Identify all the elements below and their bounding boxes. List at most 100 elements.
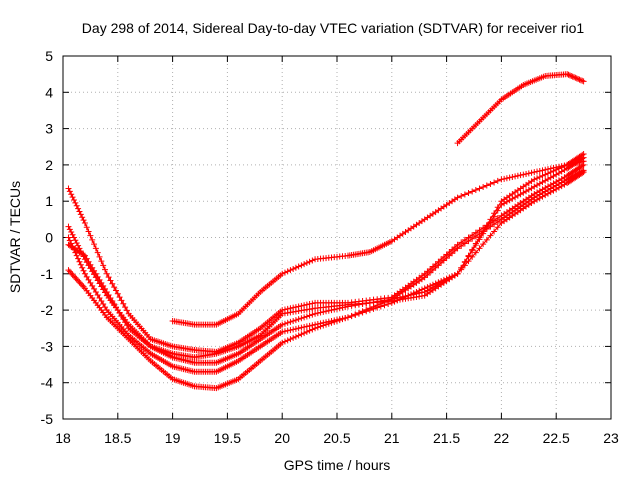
data-point-plus xyxy=(454,194,461,201)
data-point-plus xyxy=(114,290,121,297)
data-point-plus xyxy=(325,320,332,327)
y-tick-label: 0 xyxy=(45,230,53,246)
data-point-plus xyxy=(284,327,291,334)
y-tick-label: -4 xyxy=(41,375,54,391)
data-point-plus xyxy=(547,174,554,181)
data-point-plus xyxy=(92,245,99,252)
data-point-plus xyxy=(100,301,107,308)
data-point-plus xyxy=(536,167,543,174)
series-arc-7 xyxy=(454,71,587,147)
data-point-plus xyxy=(284,319,291,326)
data-point-plus xyxy=(68,229,75,236)
y-tick-label: 1 xyxy=(45,193,53,209)
data-point-plus xyxy=(105,274,112,281)
data-point-plus xyxy=(100,262,107,269)
data-point-plus xyxy=(487,232,494,239)
y-tick-label: 2 xyxy=(45,157,53,173)
data-point-plus xyxy=(281,328,288,335)
data-point-plus xyxy=(109,280,116,287)
data-point-plus xyxy=(279,321,286,328)
data-point-plus xyxy=(284,337,291,344)
data-point-plus xyxy=(279,328,286,335)
x-tick-label: 22 xyxy=(494,430,510,446)
data-point-plus xyxy=(72,199,79,206)
data-point-plus xyxy=(487,216,494,223)
data-point-plus xyxy=(102,266,109,273)
data-point-plus xyxy=(100,282,107,289)
data-point-plus xyxy=(89,236,96,243)
data-point-plus xyxy=(339,316,346,323)
data-point-plus xyxy=(306,301,313,308)
data-point-plus xyxy=(491,179,498,186)
data-point-plus xyxy=(290,326,297,333)
data-point-plus xyxy=(523,170,530,177)
data-point-plus xyxy=(303,259,310,266)
data-point-plus xyxy=(534,175,541,182)
data-point-plus xyxy=(491,228,498,235)
data-point-plus xyxy=(303,313,310,320)
data-point-plus xyxy=(102,285,109,292)
data-point-plus xyxy=(83,224,90,231)
data-point-plus xyxy=(116,294,123,301)
data-point-plus xyxy=(580,158,587,165)
data-point-plus xyxy=(531,183,538,190)
data-point-plus xyxy=(107,277,114,284)
data-point-plus xyxy=(290,265,297,272)
x-tick-label: 23 xyxy=(603,430,619,446)
data-point-plus xyxy=(303,323,310,330)
data-point-plus xyxy=(91,241,98,248)
data-point-plus xyxy=(287,327,294,334)
data-point-plus xyxy=(314,324,321,331)
data-point-plus xyxy=(352,311,359,318)
data-point-plus xyxy=(472,187,479,194)
data-point-plus xyxy=(312,310,319,317)
data-point-plus xyxy=(469,235,476,242)
data-point-plus xyxy=(331,318,338,325)
data-point-plus xyxy=(572,74,579,81)
data-point-plus xyxy=(579,170,586,177)
data-point-plus xyxy=(483,236,490,243)
data-point-plus xyxy=(290,317,297,324)
data-point-plus xyxy=(334,317,340,324)
data-point-plus xyxy=(487,180,494,187)
data-point-plus xyxy=(89,264,96,271)
data-point-plus xyxy=(458,242,465,249)
data-point-plus xyxy=(580,151,587,158)
data-point-plus xyxy=(536,174,543,180)
data-point-plus xyxy=(363,306,370,313)
data-point-plus xyxy=(301,261,308,268)
data-point-plus xyxy=(494,177,501,184)
data-point-plus xyxy=(118,313,125,320)
data-point-plus xyxy=(102,304,109,311)
data-point-plus xyxy=(306,327,313,334)
data-point-plus xyxy=(514,172,521,179)
data-point-plus xyxy=(107,295,114,301)
data-point-plus xyxy=(536,180,543,187)
x-axis-label: GPS time / hours xyxy=(284,457,391,473)
data-point-plus xyxy=(103,270,110,277)
data-point-plus xyxy=(65,234,72,241)
data-point-plus xyxy=(96,276,103,283)
data-point-plus xyxy=(292,325,299,332)
data-point-plus xyxy=(309,257,316,264)
data-point-plus xyxy=(461,258,468,265)
data-point-plus xyxy=(472,240,479,247)
data-point-plus xyxy=(81,252,88,259)
data-point-plus xyxy=(292,264,299,271)
data-point-plus xyxy=(281,320,288,327)
data-point-plus xyxy=(566,72,573,79)
data-point-plus xyxy=(317,323,324,330)
data-point-plus xyxy=(528,169,535,176)
data-point-plus xyxy=(491,221,498,228)
data-point-plus xyxy=(94,291,101,298)
data-point-plus xyxy=(465,252,472,259)
data-point-plus xyxy=(483,182,490,189)
data-point-plus xyxy=(314,310,321,317)
data-point-plus xyxy=(301,330,308,337)
data-point-plus xyxy=(309,300,316,307)
data-point-plus xyxy=(534,168,541,175)
data-point-plus xyxy=(565,71,572,78)
data-point-plus xyxy=(76,208,83,215)
data-point-plus xyxy=(472,249,479,256)
data-point-plus xyxy=(344,314,351,321)
